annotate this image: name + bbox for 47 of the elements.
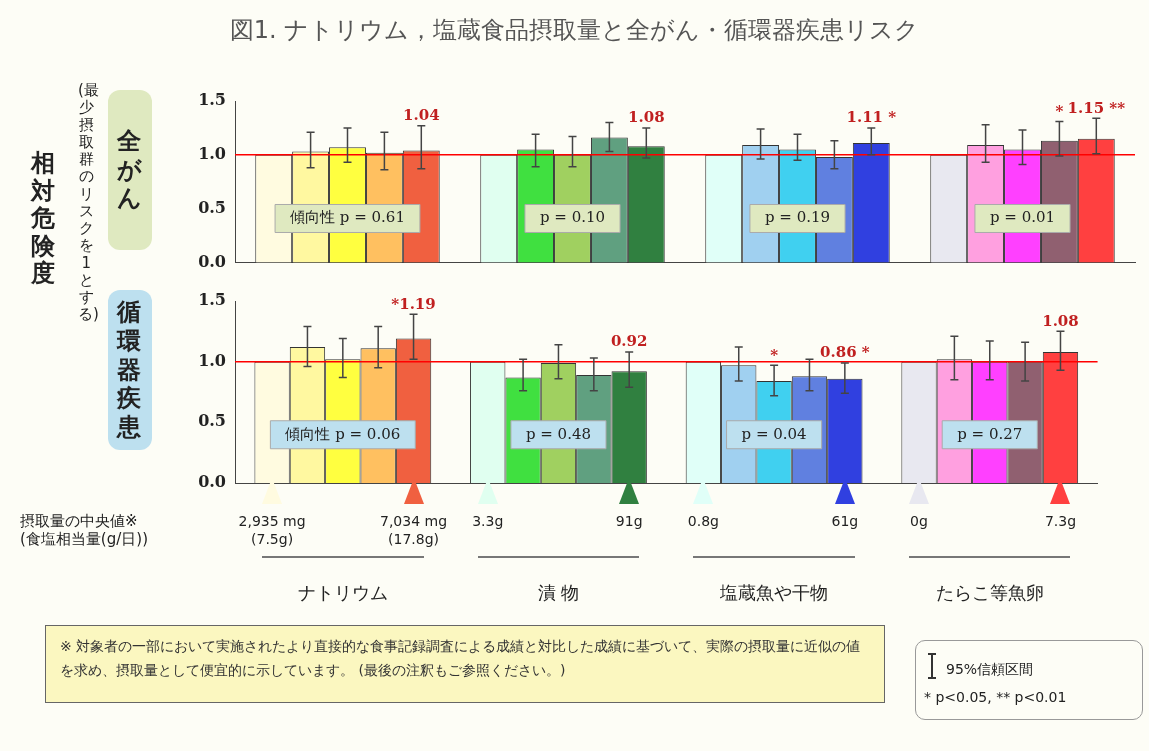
text: 3.3g [472, 513, 504, 529]
annotation: p = 0.01 [989, 208, 1056, 227]
data-label: * [1055, 101, 1064, 120]
annotation: p = 0.04 [741, 424, 807, 443]
text: 91g [614, 512, 644, 530]
text: ※ 対象者の一部において実施されたより直接的な食事記録調査による成績と対比した成績に基づいて、実際の摂取量に近似の値を求め、摂取量として便宜的に示しています。 (最後の注釈もご参照ください。) [45, 625, 885, 703]
chart-title: 図1. ナトリウム，塩蔵食品摂取量と全がん・循環器疾患リスク [228, 15, 921, 46]
text: 7.3g [1043, 512, 1078, 530]
text: 7,034 mg (17.8g) [379, 512, 449, 548]
y-tick-label: 1.0 [198, 143, 226, 163]
annotation: 傾向性 p = 0.61 [290, 208, 405, 227]
text: (最少摂取群のリスクを1とする) [78, 81, 99, 324]
y-tick-label: 1.0 [198, 350, 226, 370]
data-label: 1.11 * [846, 108, 897, 127]
annotation: p = 0.10 [539, 208, 606, 227]
annotation: p = 0.19 [764, 208, 831, 227]
data-label: *1.19 [391, 294, 436, 313]
data-label: 1.08 [1042, 311, 1079, 330]
y-tick-label: 0.5 [198, 411, 226, 431]
text: * p<0.05, ** p<0.01 [924, 689, 1068, 705]
text: 61g [830, 512, 860, 530]
text: 95%信頼区間 [946, 661, 1034, 677]
x-tick-label: たらこ等魚卵 [935, 582, 1044, 603]
y-tick-label: 0.0 [198, 251, 226, 271]
y-axis-title: 全がん [116, 126, 143, 214]
y-tick-label: 0.0 [198, 472, 226, 492]
data-label: 1.15 ** [1067, 98, 1126, 117]
x-tick-label: 塩蔵魚や干物 [719, 582, 829, 603]
y-tick-label: 1.5 [198, 90, 226, 110]
data-label: * [770, 345, 779, 364]
y-tick-label: 0.5 [198, 197, 226, 217]
data-label: 0.92 [610, 332, 648, 351]
text: 0g [909, 512, 929, 530]
annotation: p = 0.48 [525, 424, 592, 443]
data-label: 1.08 [628, 108, 665, 127]
text: 2,935 mg (7.5g) [237, 512, 307, 548]
annotation: 傾向性 p = 0.06 [285, 424, 401, 443]
y-tick-label: 1.5 [198, 290, 226, 310]
data-label: 1.04 [403, 106, 440, 125]
text: 相対危険度 [30, 149, 57, 288]
text: 摂取量の中央値※ (食塩相当量(g/日)) [20, 512, 148, 548]
y-axis-title: 循環器疾患 [116, 298, 143, 442]
x-tick-label: 漬 物 [537, 582, 579, 603]
text: 0.8g [686, 512, 720, 530]
x-tick-label: ナトリウム [297, 582, 388, 603]
data-label: 0.86 * [820, 343, 870, 362]
annotation: p = 0.27 [957, 424, 1023, 443]
